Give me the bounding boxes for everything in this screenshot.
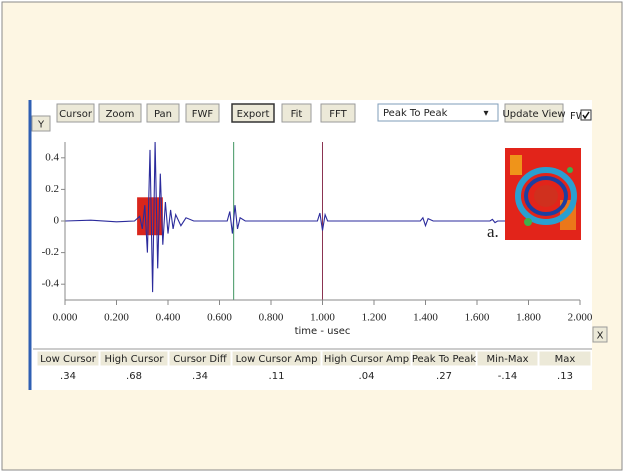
dropdown-value[interactable]: Peak To Peak <box>383 108 448 119</box>
y-tick-label: 0.4 <box>45 151 59 163</box>
column-header: High Cursor <box>104 354 164 365</box>
column-header: Low Cursor Amp <box>236 354 318 365</box>
button-label[interactable]: Fit <box>291 109 303 120</box>
x-tick-label: 0.200 <box>104 312 129 324</box>
x-tick-label: 1.400 <box>413 312 438 324</box>
x-tick-label: 0.600 <box>207 312 232 324</box>
column-header: Cursor Diff <box>173 354 228 365</box>
dropdown-arrow: ▾ <box>483 108 488 119</box>
x-tick-label: 0.400 <box>156 312 181 324</box>
button-label[interactable]: Cursor <box>59 109 93 120</box>
column-header: High Cursor Amp <box>324 354 409 365</box>
x-axis-title: time - usec <box>295 326 351 337</box>
y-tick-label: -0.4 <box>42 278 60 290</box>
y-tick-label: 0.2 <box>45 183 59 195</box>
table-cell: .68 <box>126 371 142 382</box>
button-label[interactable]: X <box>597 331 604 342</box>
x-tick-label: 2.000 <box>568 312 593 324</box>
x-tick-label: 1.000 <box>310 312 335 324</box>
table-cell: .34 <box>192 371 208 382</box>
button-label[interactable]: Zoom <box>106 109 135 120</box>
x-tick-label: 0.800 <box>259 312 284 324</box>
x-tick-label: 0.000 <box>53 312 78 324</box>
table-cell: .34 <box>60 371 76 382</box>
x-tick-label: 1.800 <box>516 312 541 324</box>
button-label[interactable]: Y <box>37 120 45 131</box>
table-cell: -.14 <box>498 371 518 382</box>
app-window <box>30 100 592 390</box>
column-header: Min-Max <box>486 354 528 365</box>
button-label[interactable]: FFT <box>329 109 347 120</box>
scan-image <box>505 148 581 240</box>
y-tick-label: 0 <box>54 215 60 227</box>
column-header: Max <box>555 354 576 365</box>
table-cell: .13 <box>557 371 573 382</box>
y-tick-label: -0.2 <box>42 246 59 258</box>
table-cell: .27 <box>436 371 452 382</box>
button-label[interactable]: Update View <box>502 109 565 120</box>
screen: Y Cursor Zoom Pan FWF Export Fit FFT Peak To Pea… <box>0 0 624 472</box>
x-tick-label: 1.600 <box>465 312 490 324</box>
x-tick-label: 1.200 <box>362 312 387 324</box>
column-header: Peak To Peak <box>412 354 477 365</box>
table-cell: .11 <box>269 371 285 382</box>
table-cell: .04 <box>359 371 375 382</box>
column-header: Low Cursor <box>40 354 97 365</box>
button-label[interactable]: FWF <box>192 109 214 120</box>
button-label[interactable]: Export <box>237 109 270 120</box>
button-label[interactable]: Pan <box>154 109 172 120</box>
checkbox[interactable] <box>581 110 591 120</box>
image-label: a. <box>487 222 499 241</box>
